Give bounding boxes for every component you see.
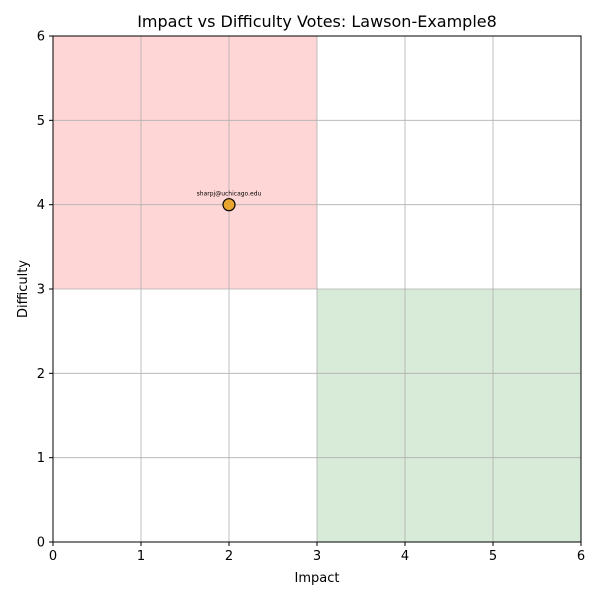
data-point-label: sharpj@uchicago.edu [197,191,262,198]
shaded-region-1 [53,36,317,289]
x-tick-label: 6 [577,549,585,564]
x-tick-label: 5 [489,549,497,564]
y-tick-label: 6 [37,30,45,45]
plot-area: 0 1 2 3 4 5 6 0 1 2 3 4 5 6 sharpj@uchicago.edu [37,30,585,565]
x-axis-label: Impact [295,571,340,586]
x-tick-label: 4 [401,549,409,564]
y-tick-label: 5 [37,114,45,129]
shaded-region-2 [317,289,581,542]
x-tick-label: 3 [313,549,321,564]
x-tick-label: 2 [225,549,233,564]
x-tick-label: 1 [137,549,145,564]
data-point [222,198,236,212]
chart-title: Impact vs Difficulty Votes: Lawson-Examp… [137,12,497,31]
y-tick-label: 4 [37,198,45,213]
y-tick-label: 3 [37,283,45,298]
y-axis-label: Difficulty [16,260,31,318]
x-tick-label: 0 [49,549,57,564]
y-tick-label: 1 [37,451,45,466]
y-tick-label: 2 [37,367,45,382]
y-tick-label: 0 [37,536,45,551]
